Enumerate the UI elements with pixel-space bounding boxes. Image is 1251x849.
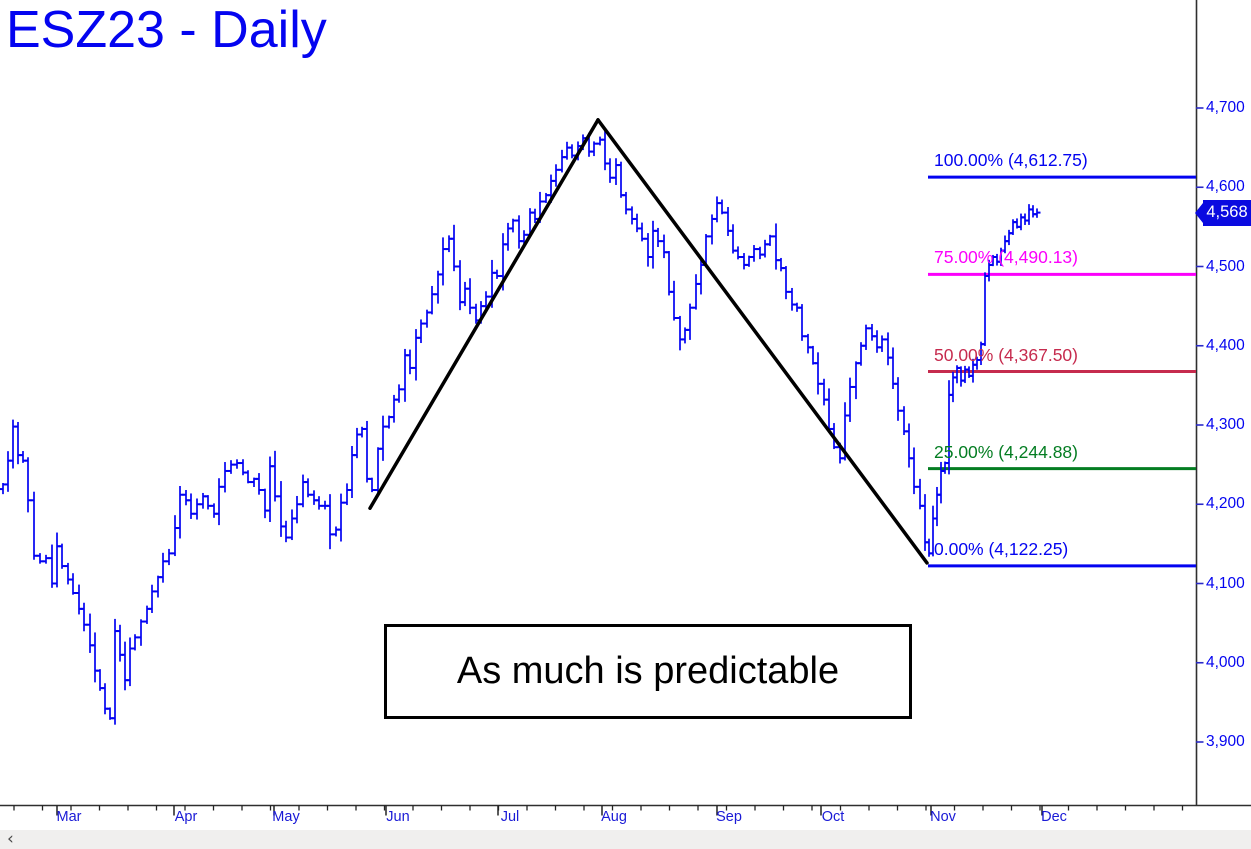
last-price-value: 4,568 (1206, 203, 1248, 222)
x-axis-month-label: Aug (601, 809, 627, 825)
x-axis-month-label: Oct (821, 809, 845, 825)
scroll-left-icon[interactable]: ‹ (7, 829, 14, 849)
fib-label-25: 25.00% (4,244.88) (934, 441, 1078, 462)
fib-label-0: 0.00% (4,122.25) (934, 538, 1069, 559)
x-axis-month-label: Mar (56, 809, 82, 825)
annotation-box: As much is predictable (384, 624, 912, 719)
y-axis-tick-label: 4,400 (1206, 336, 1245, 354)
x-axis-month-label: Sep (716, 809, 742, 825)
fib-label-75: 75.00% (4,490.13) (934, 247, 1078, 268)
y-axis-tick-label: 4,500 (1206, 257, 1245, 275)
x-axis-month-label: Jun (386, 809, 410, 825)
page-title: ESZ23 - Daily (6, 1, 327, 59)
y-axis-tick-label: 4,100 (1206, 574, 1245, 592)
x-axis-month-label: Nov (930, 809, 956, 825)
x-axis-month-label: Jul (500, 809, 520, 825)
price-badge-arrow-icon (1195, 202, 1203, 223)
fib-label-100: 100.00% (4,612.75) (934, 150, 1088, 171)
y-axis-tick-label: 4,000 (1206, 653, 1245, 671)
annotation-text: As much is predictable (456, 650, 840, 692)
x-axis-month-label: Apr (174, 809, 198, 825)
fib-label-50: 50.00% (4,367.50) (934, 344, 1078, 365)
x-axis-month-label: May (272, 809, 300, 825)
x-axis-month-label: Dec (1041, 809, 1067, 825)
y-axis-tick-label: 4,200 (1206, 495, 1245, 513)
y-axis-tick-label: 3,900 (1206, 733, 1245, 750)
y-axis-tick-label: 4,700 (1206, 99, 1245, 116)
y-axis-tick-label: 4,600 (1206, 178, 1245, 196)
y-axis-tick-label: 4,300 (1206, 416, 1245, 433)
last-price-badge: 4,568 (1195, 199, 1251, 226)
horizontal-scrollbar[interactable]: ‹ (0, 830, 1251, 849)
